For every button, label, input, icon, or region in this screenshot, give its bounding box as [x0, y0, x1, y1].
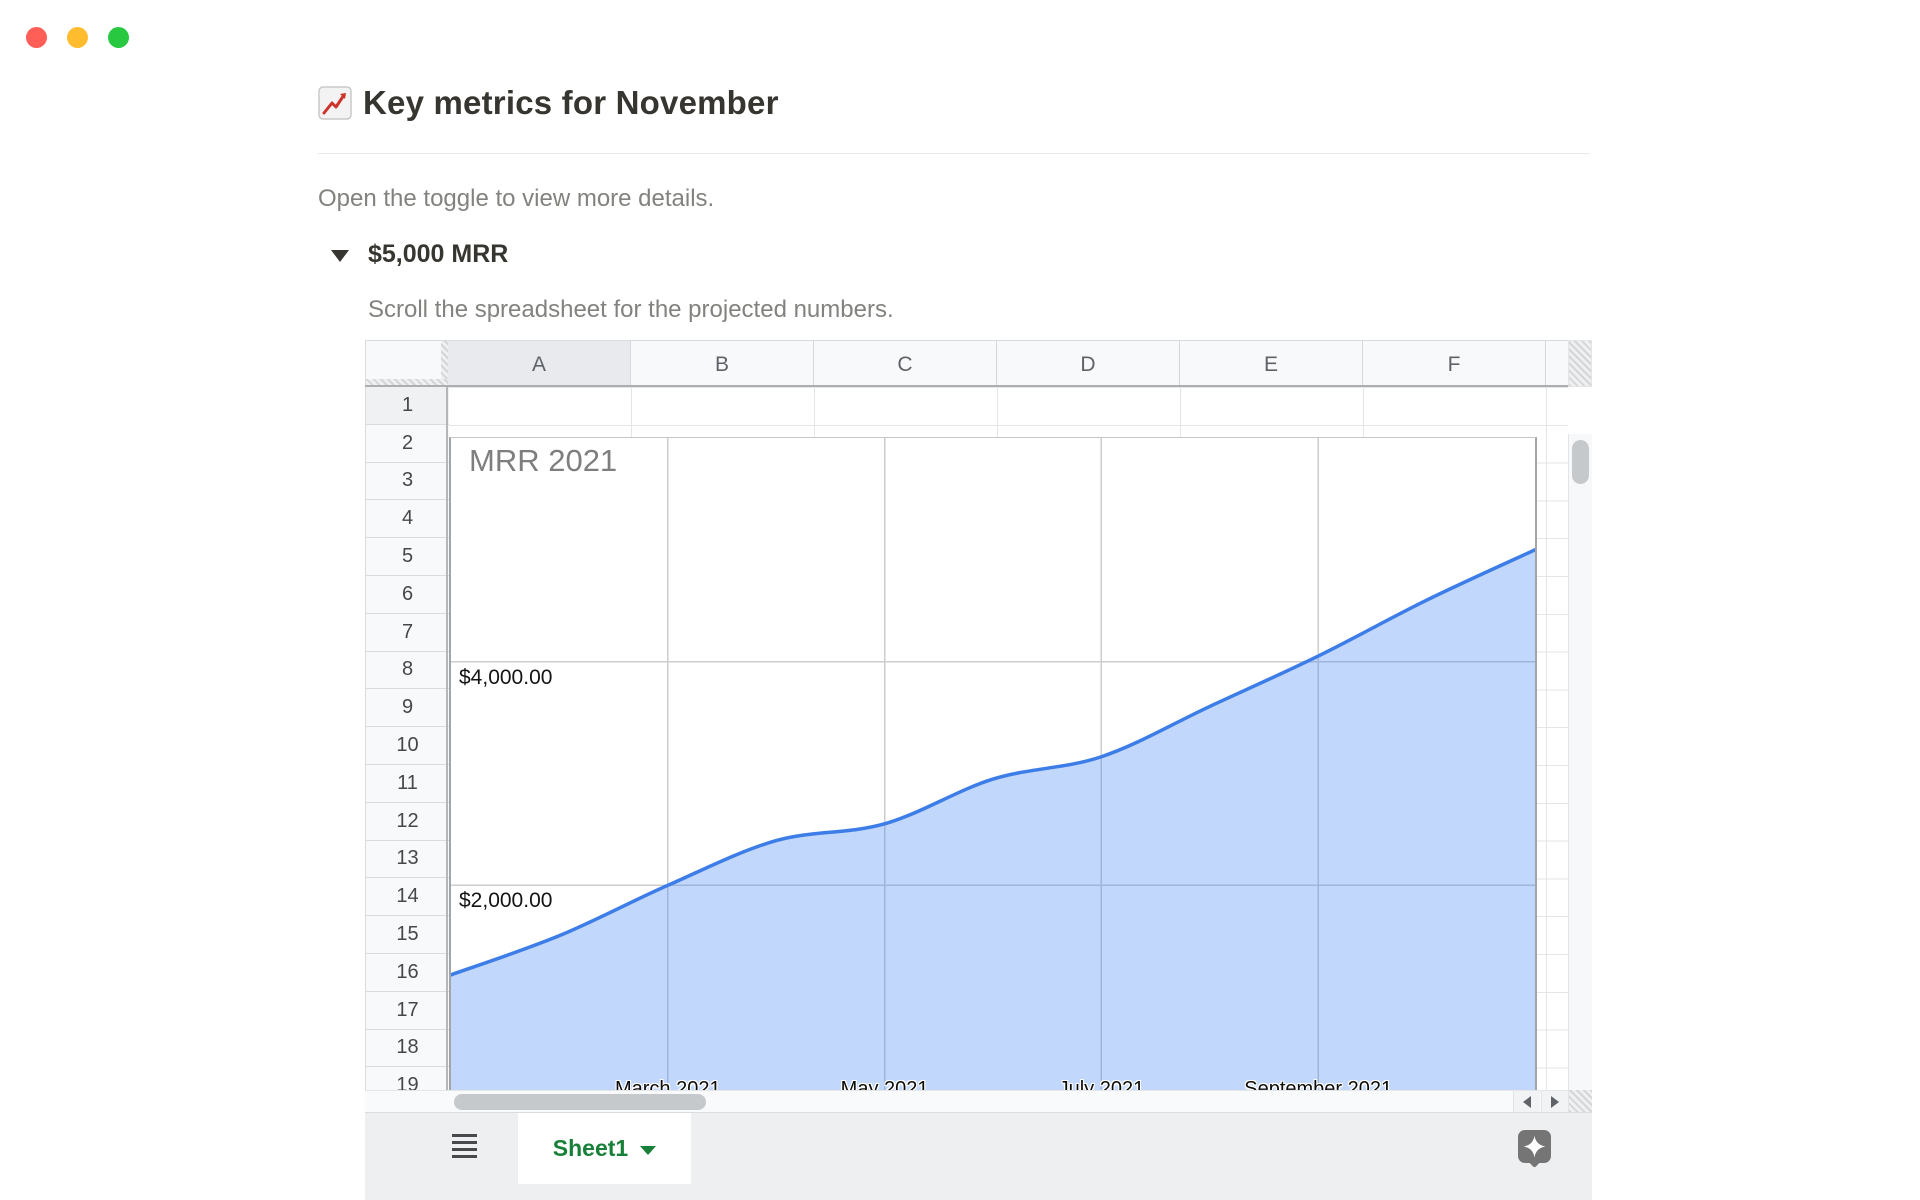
- row-header-1[interactable]: 1: [366, 387, 449, 425]
- column-header-A[interactable]: A: [448, 341, 631, 388]
- chart-plot-area: MRR 2021 $2,000.00 $4,000.00 March 2021 Ma…: [451, 438, 1535, 1090]
- toggle-open-icon[interactable]: [331, 249, 349, 262]
- horizontal-scrollbar[interactable]: [365, 1090, 1592, 1113]
- row-header-14[interactable]: 14: [366, 878, 449, 917]
- row-header-2[interactable]: 2: [366, 424, 449, 463]
- embedded-chart[interactable]: MRR 2021 $2,000.00 $4,000.00 March 2021 Ma…: [449, 437, 1537, 1090]
- minimize-window-button[interactable]: [67, 27, 88, 48]
- scroll-left-icon: [1523, 1096, 1531, 1108]
- row-header-7[interactable]: 7: [366, 613, 449, 652]
- row-header-13[interactable]: 13: [366, 840, 449, 879]
- column-header-partial: [1546, 341, 1568, 388]
- x-tick-label: March 2021: [614, 1078, 721, 1090]
- hamburger-icon: [452, 1134, 477, 1137]
- intro-text: Open the toggle to view more details.: [318, 185, 715, 212]
- hamburger-icon: [452, 1155, 477, 1158]
- chart-title: MRR 2021: [469, 443, 618, 478]
- horizontal-scrollbar-thumb[interactable]: [454, 1094, 706, 1110]
- toggle-label: $5,000 MRR: [368, 240, 509, 268]
- row-header-4[interactable]: 4: [366, 500, 449, 539]
- row-header-17[interactable]: 17: [366, 991, 449, 1030]
- row-header-11[interactable]: 11: [366, 764, 449, 803]
- y-tick-label: $2,000.00: [459, 889, 553, 913]
- corner-edge: [441, 341, 448, 388]
- close-window-button[interactable]: [26, 27, 47, 48]
- column-header-C[interactable]: C: [814, 341, 997, 388]
- toggle-block[interactable]: $5,000 MRR: [331, 240, 508, 269]
- all-sheets-button[interactable]: [452, 1134, 477, 1159]
- four-point-star-icon: [1523, 1135, 1546, 1158]
- area-chart-svg: [451, 438, 1535, 1090]
- select-all-corner[interactable]: [365, 340, 449, 388]
- row-header-15[interactable]: 15: [366, 916, 449, 954]
- vertical-scrollbar[interactable]: [1568, 434, 1592, 1090]
- chart-increasing-emoji-icon: [318, 86, 352, 120]
- row-header-6[interactable]: 6: [366, 575, 449, 614]
- note-text: Scroll the spreadsheet for the projected…: [368, 296, 894, 323]
- sheet-tab-label: Sheet1: [552, 1135, 629, 1161]
- row-header-18[interactable]: 18: [366, 1029, 449, 1068]
- page-title-row: Key metrics for November: [317, 84, 779, 122]
- chevron-down-icon[interactable]: [640, 1145, 657, 1155]
- page-title: Key metrics for November: [363, 84, 779, 121]
- title-divider: [318, 153, 1590, 154]
- column-header-E[interactable]: E: [1180, 341, 1363, 388]
- vertical-scrollbar-thumb[interactable]: [1572, 440, 1589, 484]
- header-underline: [365, 385, 1568, 387]
- corner-edge: [366, 379, 449, 387]
- x-tick-label: May 2021: [840, 1078, 929, 1090]
- scroll-right-button[interactable]: [1541, 1091, 1568, 1113]
- scrollbar-corner: [1568, 1090, 1592, 1112]
- sheet-tab[interactable]: Sheet1: [518, 1113, 691, 1184]
- column-header-B[interactable]: B: [631, 341, 814, 388]
- row-header-10[interactable]: 10: [366, 727, 449, 765]
- hamburger-icon: [452, 1141, 477, 1144]
- row-header-8[interactable]: 8: [366, 651, 449, 690]
- explore-button[interactable]: [1518, 1130, 1551, 1168]
- row-header-9[interactable]: 9: [366, 689, 449, 728]
- row-header-5[interactable]: 5: [366, 538, 449, 576]
- y-tick-label: $4,000.00: [459, 665, 553, 689]
- row-header-3[interactable]: 3: [366, 462, 449, 501]
- row-header-19[interactable]: 19: [366, 1067, 449, 1090]
- sheet-tab-bar: Sheet1: [365, 1112, 1592, 1200]
- column-header-F[interactable]: F: [1363, 341, 1546, 388]
- hamburger-icon: [452, 1148, 477, 1151]
- row-header-16[interactable]: 16: [366, 953, 449, 992]
- row-header-edge: [446, 387, 448, 1090]
- gridline: [1546, 387, 1547, 1090]
- x-tick-label: July 2021: [1058, 1078, 1145, 1090]
- scroll-left-button[interactable]: [1513, 1091, 1540, 1113]
- row-headers: 1 2 3 4 5 6 7 8 9 10 11 12 13 14 15 16 17 18 19: [365, 387, 449, 1090]
- row-header-12[interactable]: 12: [366, 802, 449, 841]
- scroll-right-icon: [1551, 1096, 1559, 1108]
- scrollbar-corner: [1568, 340, 1592, 387]
- column-header-D[interactable]: D: [997, 341, 1180, 388]
- zoom-window-button[interactable]: [108, 27, 129, 48]
- x-tick-label: September 2021: [1244, 1078, 1393, 1090]
- sheet-grid[interactable]: 1 2 3 4 5 6 7 8 9 10 11 12 13 14 15 16 17 18 19 MRR 2021 $…: [365, 387, 1592, 1090]
